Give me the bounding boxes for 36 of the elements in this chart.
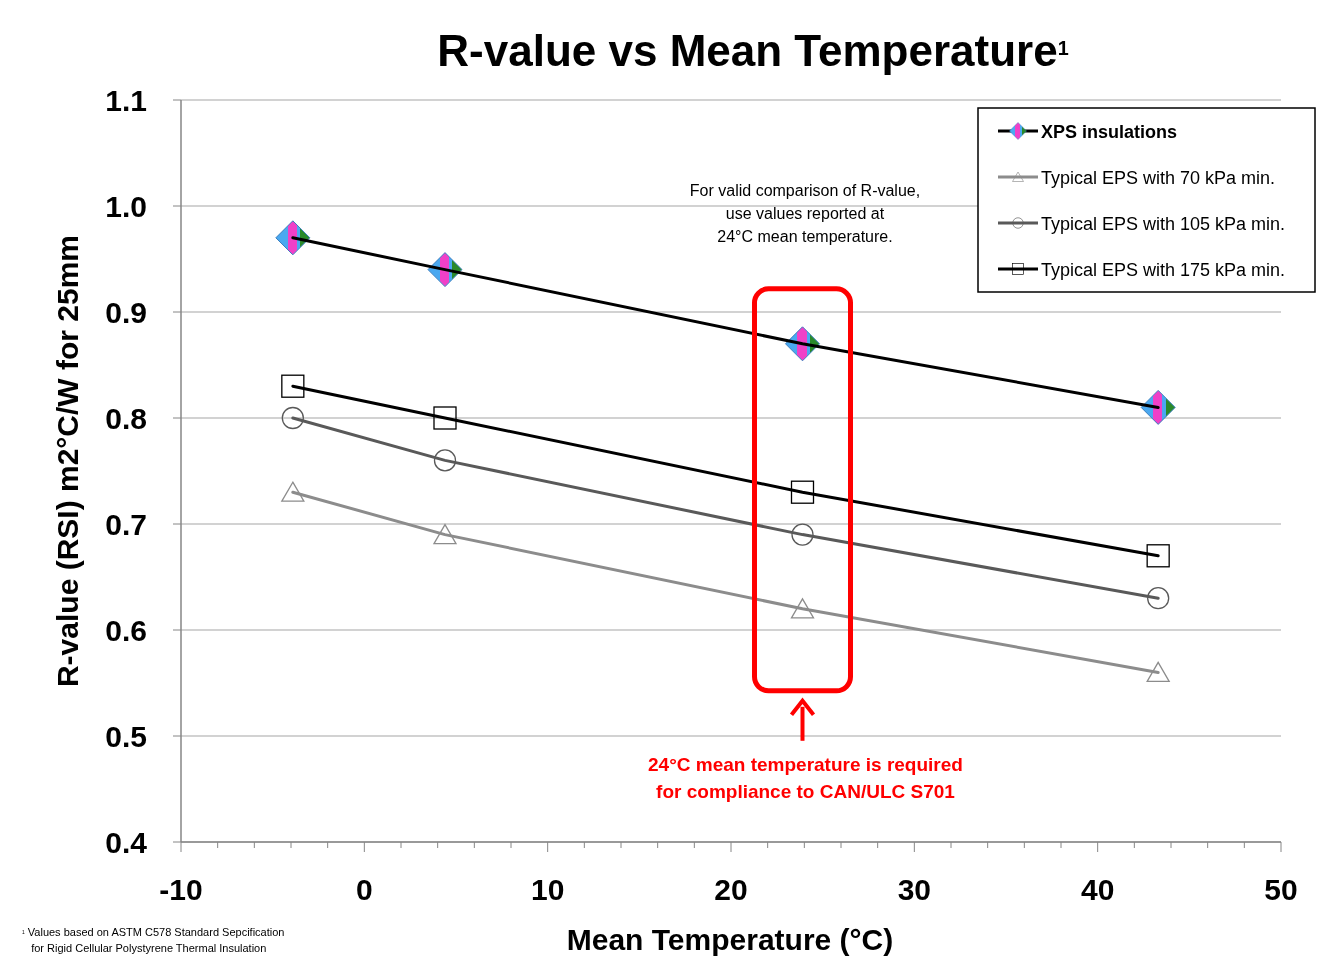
legend-label: Typical EPS with 105 kPa min. — [1041, 214, 1286, 234]
y-tick-label: 0.6 — [105, 614, 147, 647]
point — [791, 523, 814, 546]
point — [433, 523, 457, 545]
annotation: 24°C mean temperature is required for compliance to CAN/ULC S701 — [648, 753, 963, 802]
legend-label: Typical EPS with 70 kPa min. — [1041, 168, 1276, 188]
x-tick-label: 10 — [530, 873, 565, 906]
point — [1147, 587, 1170, 610]
point — [281, 406, 304, 430]
legend-label: Typical EPS with 175 kPa min. — [1041, 260, 1286, 280]
y-tick-label: 0.7 — [105, 508, 147, 541]
point — [1146, 544, 1170, 568]
point — [790, 480, 815, 504]
x-axis-title: Mean Temperature (°C) — [566, 923, 894, 956]
x-tick-label: 50 — [1264, 873, 1298, 906]
y-tick-label: 1.0 — [105, 190, 147, 223]
y-tick-label: 0.8 — [105, 402, 147, 435]
x-tick-label: 40 — [1080, 873, 1115, 906]
point — [433, 449, 457, 472]
x-tick-label: 30 — [897, 873, 932, 906]
point — [281, 374, 305, 398]
y-tick-label: 0.4 — [105, 826, 148, 859]
x-tick-label: 0 — [355, 873, 373, 906]
x-tick-label: 20 — [714, 873, 748, 906]
chart-title: R-value vs Mean Temperature$^{1}$ — [437, 26, 1069, 75]
point — [281, 481, 305, 502]
point — [790, 598, 815, 619]
y-tick-label: 1.1 — [105, 84, 147, 117]
point — [433, 406, 457, 430]
y-tick-label: 0.9 — [105, 296, 147, 329]
legend-label: XPS insulations — [1041, 122, 1178, 142]
annotation: For valid comparison of R-value, use values reported at 24°C mean temperature. — [689, 182, 921, 245]
x-tick-label: -10 — [159, 873, 203, 906]
y-tick-label: 0.5 — [105, 720, 147, 753]
y-axis-title: R-value (RSI) m2°C/W for 25mm — [51, 234, 84, 688]
point — [1146, 661, 1170, 683]
